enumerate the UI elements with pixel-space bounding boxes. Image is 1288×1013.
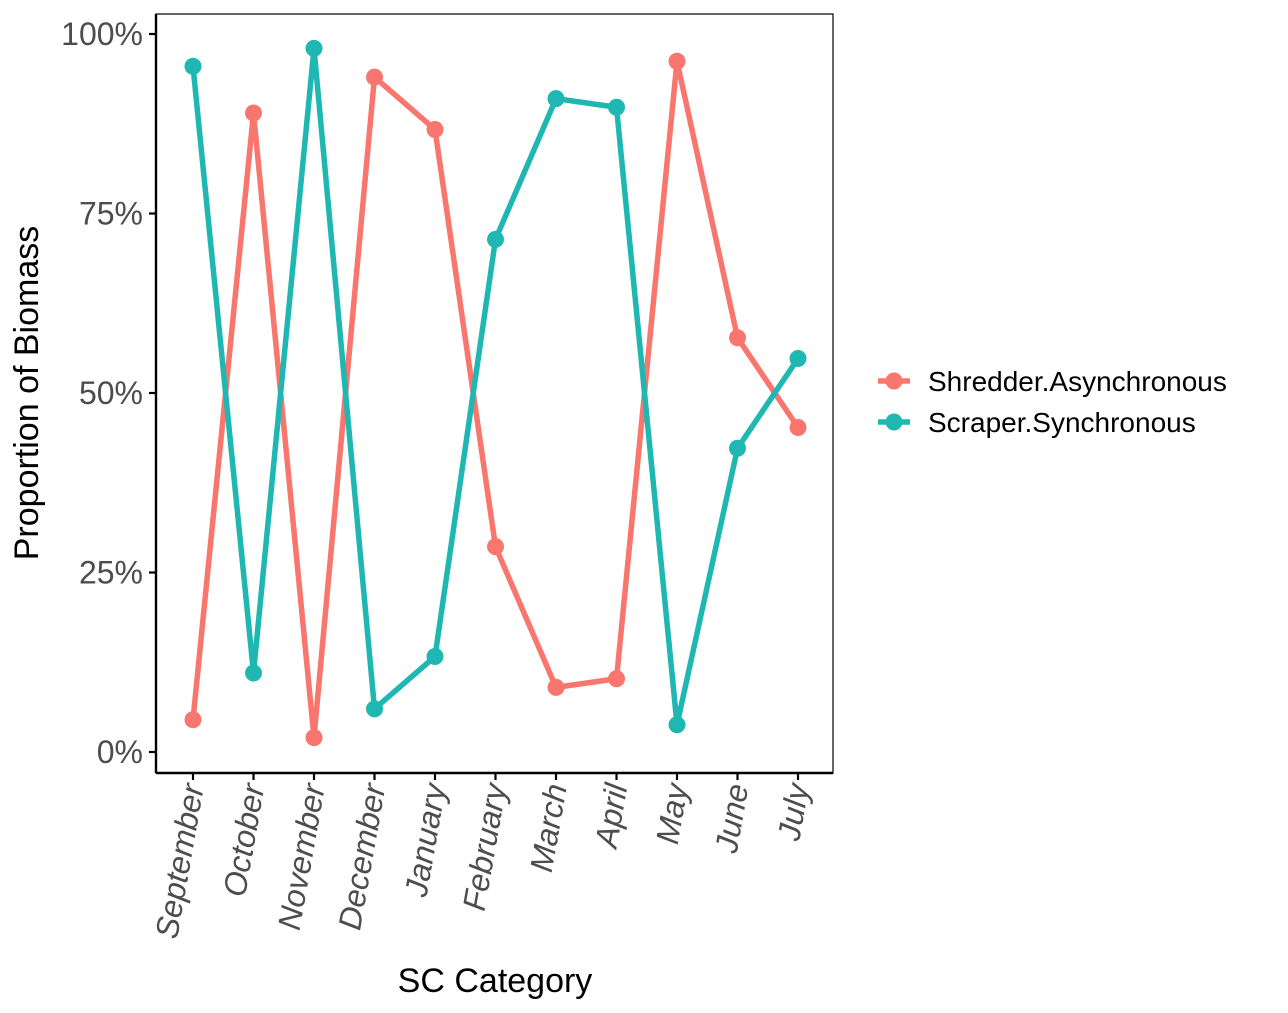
series-layer: [184, 39, 807, 747]
y-tick-label: 50%: [79, 375, 143, 411]
legend: Shredder.Asynchronous Scraper.Synchronous: [878, 366, 1227, 438]
x-tick-label: March: [523, 781, 574, 875]
data-point: [608, 670, 625, 688]
y-axis-title: Proportion of Biomass: [8, 226, 46, 561]
data-point: [426, 648, 444, 666]
x-tick-label: January: [397, 779, 453, 900]
plot-panel: [155, 13, 834, 774]
data-point: [547, 90, 565, 108]
legend-label: Scraper.Synchronous: [928, 407, 1196, 438]
y-tick-label: 25%: [79, 555, 143, 591]
data-point: [668, 52, 686, 70]
data-point: [305, 39, 323, 57]
data-point: [487, 230, 504, 248]
x-tick-label: October: [216, 780, 271, 900]
x-tick-label: February: [456, 779, 514, 913]
data-point: [487, 538, 504, 556]
data-point: [789, 418, 807, 436]
x-tick-label: November: [271, 780, 332, 933]
y-tick-label: 0%: [97, 734, 143, 770]
y-tick-label: 100%: [61, 16, 143, 52]
data-point: [789, 350, 807, 368]
data-point: [547, 678, 565, 696]
data-point: [184, 57, 202, 75]
x-tick-label: May: [649, 779, 695, 847]
data-point: [608, 98, 625, 116]
x-tick-label: July: [770, 779, 816, 844]
y-tick-label: 75%: [79, 196, 143, 232]
data-point: [184, 711, 202, 729]
y-axis-ticks: 0% 25% 50% 75% 100%: [61, 16, 156, 770]
data-point: [366, 68, 383, 86]
x-tick-label: September: [148, 780, 211, 942]
data-point: [245, 104, 262, 122]
data-point: [426, 120, 444, 138]
data-point: [245, 664, 262, 682]
x-axis-title: SC Category: [398, 962, 593, 1000]
data-point: [668, 716, 686, 734]
x-tick-label: April: [587, 780, 634, 852]
x-axis-ticks: September October November December January F…: [148, 773, 816, 941]
x-tick-label: June: [708, 781, 756, 857]
data-point: [366, 700, 383, 718]
legend-key-point: [885, 413, 903, 431]
data-point: [729, 329, 746, 347]
legend-label: Shredder.Asynchronous: [928, 366, 1227, 397]
data-point: [729, 439, 746, 457]
x-tick-label: December: [331, 780, 392, 933]
legend-key-point: [885, 372, 903, 390]
data-point: [305, 729, 323, 747]
